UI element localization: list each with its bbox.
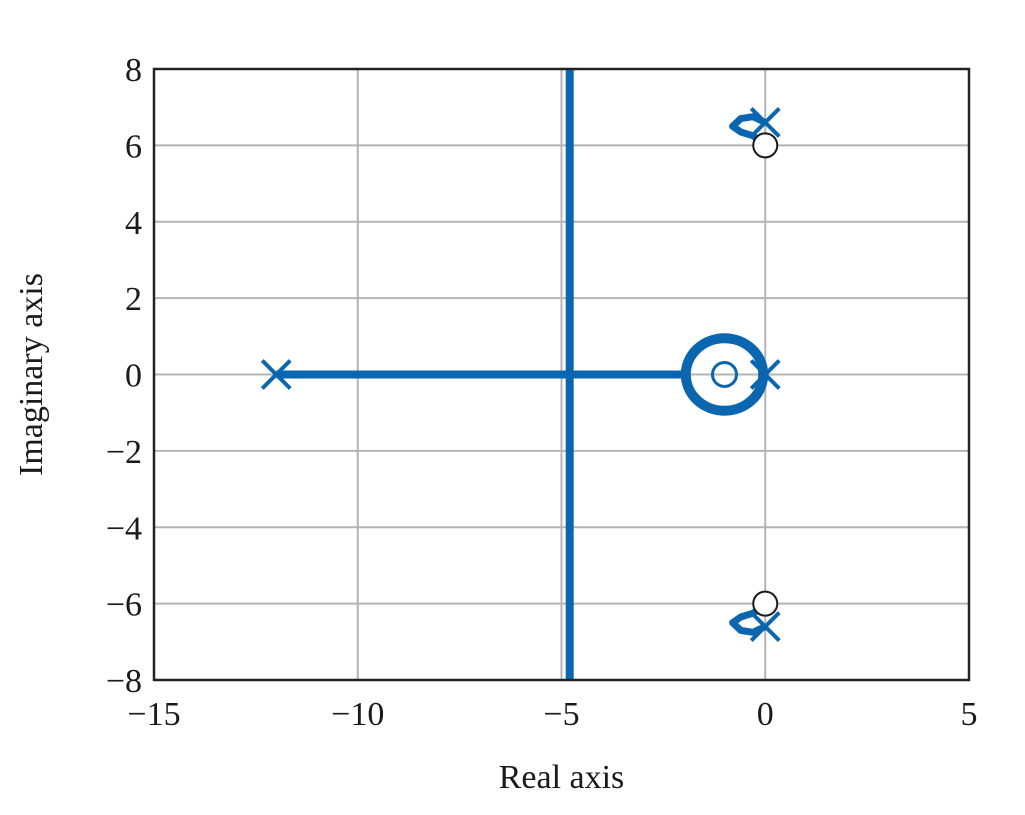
x-tick-label: −10 <box>331 696 384 733</box>
y-tick-label: −6 <box>106 587 142 624</box>
x-tick-labels: −15 −10 −5 0 5 <box>127 696 977 733</box>
y-axis-label: Imaginary axis <box>13 273 50 476</box>
pole-marker <box>749 611 781 642</box>
x-tick-label: −5 <box>543 696 579 733</box>
y-tick-label: 6 <box>125 128 142 165</box>
x-tick-label: 5 <box>961 696 978 733</box>
x-tick-label: 0 <box>757 696 774 733</box>
pole-marker <box>749 359 781 390</box>
pole-marker <box>749 107 781 138</box>
y-tick-label: 4 <box>125 205 142 242</box>
zero-marker-locus <box>711 361 738 388</box>
zero-marker <box>752 590 779 617</box>
markers <box>260 107 781 642</box>
pole-marker <box>260 359 292 390</box>
x-tick-label: −15 <box>127 696 180 733</box>
y-tick-label: 2 <box>125 281 142 318</box>
y-tick-label: −2 <box>106 434 142 471</box>
x-axis-label: Real axis <box>499 759 625 796</box>
y-tick-label: −8 <box>106 663 142 700</box>
y-tick-label: 0 <box>125 358 142 395</box>
zero-marker <box>752 132 779 159</box>
y-tick-labels: −8 −6 −4 −2 0 2 4 6 8 <box>106 52 142 700</box>
y-tick-label: 8 <box>125 52 142 89</box>
y-tick-label: −4 <box>106 510 142 547</box>
plot-frame <box>152 67 971 682</box>
